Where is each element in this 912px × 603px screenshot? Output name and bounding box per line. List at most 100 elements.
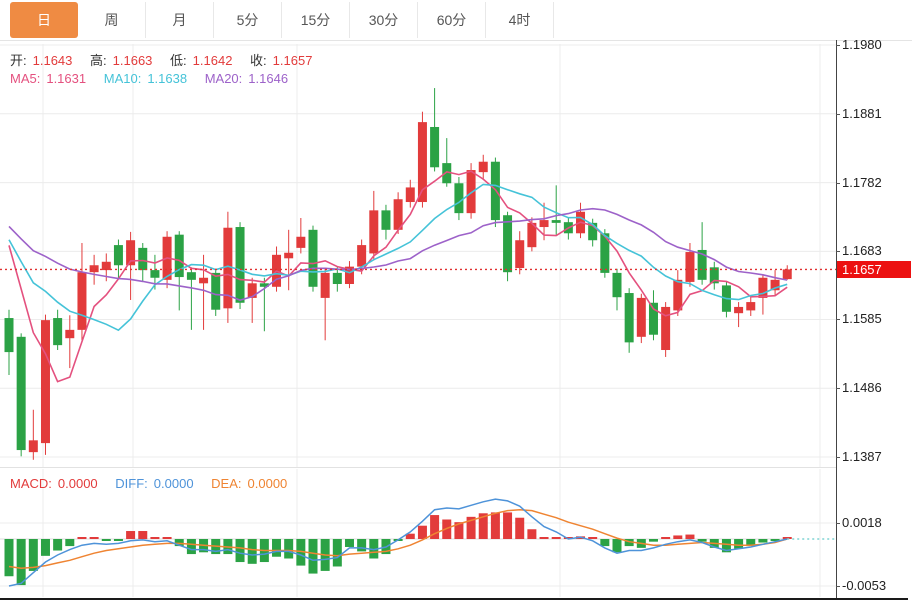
ma20-line <box>8 207 788 301</box>
candle-body <box>734 306 744 314</box>
ma10-value: 1.1638 <box>147 71 188 86</box>
candle-body <box>223 227 233 309</box>
candle-body <box>709 267 719 284</box>
close-label: 收: <box>250 53 267 68</box>
tab-30min[interactable]: 30分 <box>350 2 418 38</box>
price-axis-label: 1.1881 <box>842 106 882 121</box>
macd-bar <box>430 515 440 539</box>
price-axis-label: 1.1782 <box>842 175 882 190</box>
candle-body <box>4 318 14 353</box>
macd-axis-label-tick <box>836 523 840 524</box>
candle-body <box>746 302 756 311</box>
macd-bar <box>588 537 598 539</box>
macd-bar <box>673 535 683 539</box>
tab-month[interactable]: 月 <box>146 2 214 38</box>
macd-bar <box>478 513 488 539</box>
tab-week[interactable]: 周 <box>78 2 146 38</box>
macd-bar <box>612 539 622 553</box>
candle-body <box>332 272 342 285</box>
candle-body <box>284 252 294 259</box>
macd-label: MACD: <box>10 476 52 491</box>
candle-body <box>247 283 257 298</box>
diff-value: 0.0000 <box>153 476 194 491</box>
candle-body <box>320 272 330 298</box>
macd-bar <box>454 522 464 539</box>
open-value: 1.1643 <box>32 53 73 68</box>
candle-body <box>77 272 87 330</box>
open-label: 开: <box>10 53 27 68</box>
ma10-line <box>8 183 788 332</box>
candle-body <box>661 306 671 351</box>
candle-body <box>308 229 318 287</box>
candle-body <box>405 187 415 203</box>
macd-legend: MACD: 0.0000 DIFF: 0.0000 DEA: 0.0000 <box>10 476 293 491</box>
macd-bar <box>40 539 50 556</box>
macd-axis-label: -0.0053 <box>842 578 887 593</box>
candle-body <box>539 220 549 228</box>
macd-bar <box>308 539 318 574</box>
close-value: 1.1657 <box>272 53 313 68</box>
ma5-line <box>8 170 788 383</box>
macd-bar <box>126 531 136 539</box>
macd-axis-label: 0.0018 <box>842 515 882 530</box>
macd-bar <box>284 539 294 559</box>
price-chart-canvas[interactable] <box>0 40 836 467</box>
macd-bar <box>113 539 123 541</box>
macd-bar <box>685 534 695 539</box>
high-value: 1.1663 <box>112 53 153 68</box>
candle-body <box>466 170 476 214</box>
candle-body <box>53 318 63 346</box>
price-axis-label: 1.1683 <box>842 243 882 258</box>
price-axis-label-tick <box>836 457 840 458</box>
candle-body <box>369 210 379 254</box>
macd-axis-label-tick <box>836 586 840 587</box>
candle-body <box>417 122 427 203</box>
macd-bar <box>344 539 354 547</box>
candle-body <box>636 297 646 337</box>
dea-label: DEA: <box>211 476 242 491</box>
macd-bar <box>247 539 257 564</box>
macd-bar <box>296 539 306 566</box>
price-axis-label-tick <box>836 251 840 252</box>
price-axis-label: 1.1387 <box>842 449 882 464</box>
candle-body <box>186 272 196 280</box>
candle-body <box>296 236 306 248</box>
candle-body <box>551 220 561 223</box>
macd-bar <box>527 529 537 539</box>
candle-body <box>527 222 537 248</box>
ma5-label: MA5: <box>10 71 41 86</box>
candle-body <box>126 240 136 266</box>
macd-bar <box>28 539 38 571</box>
macd-bar <box>515 517 525 539</box>
macd-chart-canvas[interactable] <box>0 468 836 599</box>
candle-body <box>381 210 391 230</box>
macd-bar <box>624 539 634 547</box>
candle-body <box>588 222 598 241</box>
candle-body <box>454 183 464 214</box>
low-label: 低: <box>170 53 187 68</box>
tab-5min[interactable]: 5分 <box>214 2 282 38</box>
macd-bar <box>734 539 744 549</box>
diff-line <box>8 498 788 587</box>
macd-bar <box>150 537 160 539</box>
macd-bar <box>186 539 196 555</box>
macd-bar <box>466 516 476 539</box>
high-label: 高: <box>90 53 107 68</box>
candle-body <box>199 277 209 284</box>
macd-bar <box>697 539 707 542</box>
tab-15min[interactable]: 15分 <box>282 2 350 38</box>
candle-body <box>612 272 622 298</box>
candle-body <box>16 336 26 451</box>
macd-bar <box>758 539 768 543</box>
macd-bar <box>53 539 63 551</box>
candle-body <box>235 227 245 303</box>
candle-body <box>101 261 111 271</box>
tab-60min[interactable]: 60分 <box>418 2 486 38</box>
tab-day[interactable]: 日 <box>10 2 78 38</box>
macd-bar <box>600 539 610 547</box>
tab-4hour[interactable]: 4时 <box>486 2 554 38</box>
candle-body <box>782 269 792 280</box>
macd-bar <box>77 537 87 539</box>
macd-bar <box>661 537 671 539</box>
